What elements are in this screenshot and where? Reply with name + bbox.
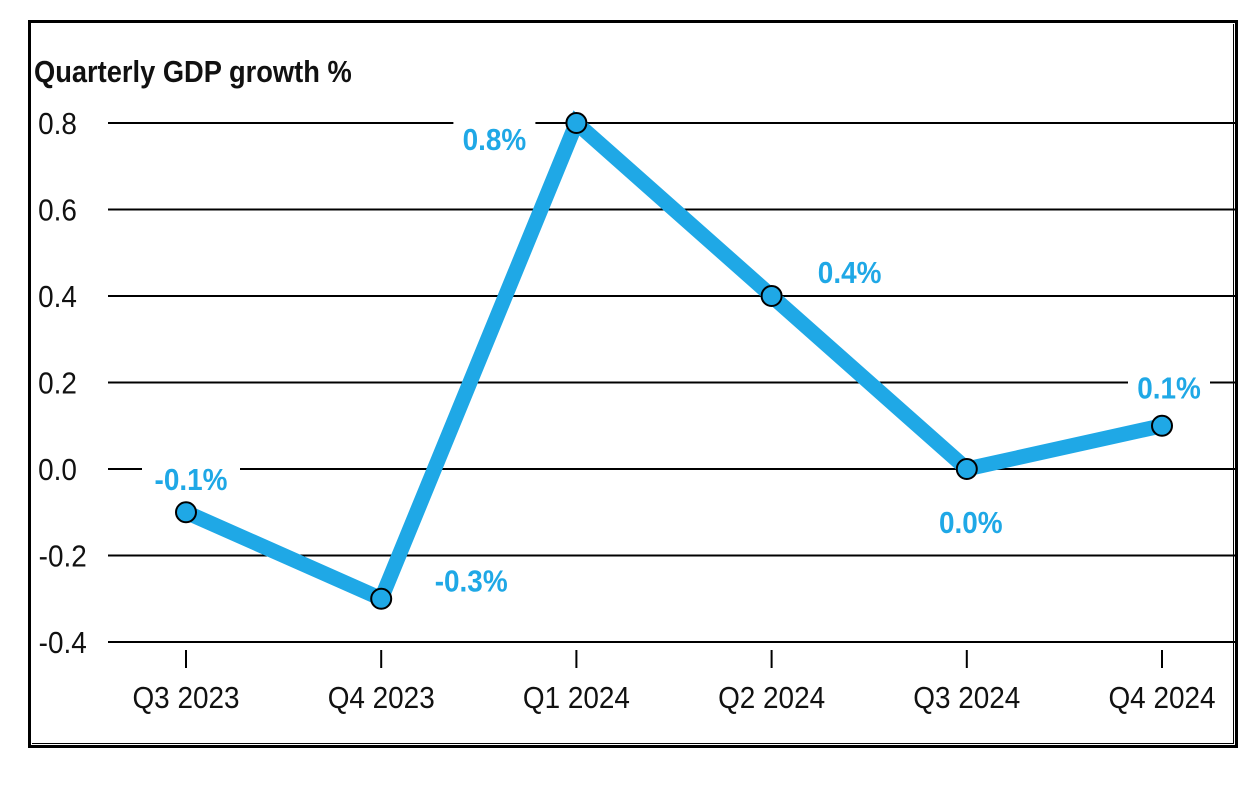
series-line bbox=[182, 110, 1164, 609]
series-markers bbox=[175, 112, 1173, 610]
y-tick-label: 0.6 bbox=[38, 193, 77, 228]
y-tick-label: 0.0 bbox=[38, 453, 77, 488]
y-tick-label: 0.2 bbox=[38, 366, 77, 401]
y-tick-label: -0.2 bbox=[39, 539, 87, 574]
data-label: 0.0% bbox=[939, 506, 1003, 541]
data-point-marker bbox=[760, 285, 783, 307]
series-polyline bbox=[182, 110, 1164, 609]
chart-title: Quarterly GDP growth % bbox=[34, 55, 352, 89]
data-point-marker bbox=[955, 458, 978, 480]
data-label: -0.3% bbox=[435, 564, 508, 599]
data-point-marker bbox=[1151, 414, 1173, 437]
data-label: 0.4% bbox=[818, 256, 882, 291]
data-label-background bbox=[453, 121, 536, 153]
data-point-marker bbox=[370, 587, 393, 610]
data-label: -0.1% bbox=[155, 463, 228, 498]
x-tick-label: Q4 2024 bbox=[1108, 681, 1215, 716]
data-labels: -0.1% -0.3% 0.8% 0.4% 0.0% 0.1% bbox=[142, 121, 1210, 599]
y-axis-ticks: 0.8 0.6 0.4 0.2 0.0 -0.2 -0.4 bbox=[38, 107, 87, 661]
data-label-background bbox=[142, 461, 240, 494]
data-label: 0.8% bbox=[463, 123, 527, 158]
chart-frame bbox=[28, 20, 1238, 748]
x-tick-label: Q1 2024 bbox=[523, 681, 630, 716]
x-tick-label: Q4 2023 bbox=[328, 681, 435, 716]
y-tick-label: 0.8 bbox=[38, 107, 77, 142]
data-label-background bbox=[808, 254, 891, 286]
x-tick-label: Q3 2024 bbox=[913, 681, 1020, 716]
data-label-background bbox=[929, 504, 1012, 536]
data-label: 0.1% bbox=[1137, 371, 1201, 406]
x-axis-ticks: Q3 2023 Q4 2023 Q1 2024 Q2 2024 Q3 2024 Q4 20… bbox=[132, 650, 1216, 716]
chart-frame-shadow bbox=[32, 24, 1234, 744]
data-label-background bbox=[1128, 369, 1210, 402]
data-point-marker bbox=[175, 501, 197, 524]
data-point-marker bbox=[565, 112, 588, 134]
data-label-background bbox=[422, 562, 521, 595]
x-tick-label: Q2 2024 bbox=[718, 681, 825, 716]
y-tick-label: -0.4 bbox=[39, 626, 87, 661]
y-tick-label: 0.4 bbox=[38, 280, 77, 315]
x-tick-label: Q3 2023 bbox=[132, 681, 239, 716]
